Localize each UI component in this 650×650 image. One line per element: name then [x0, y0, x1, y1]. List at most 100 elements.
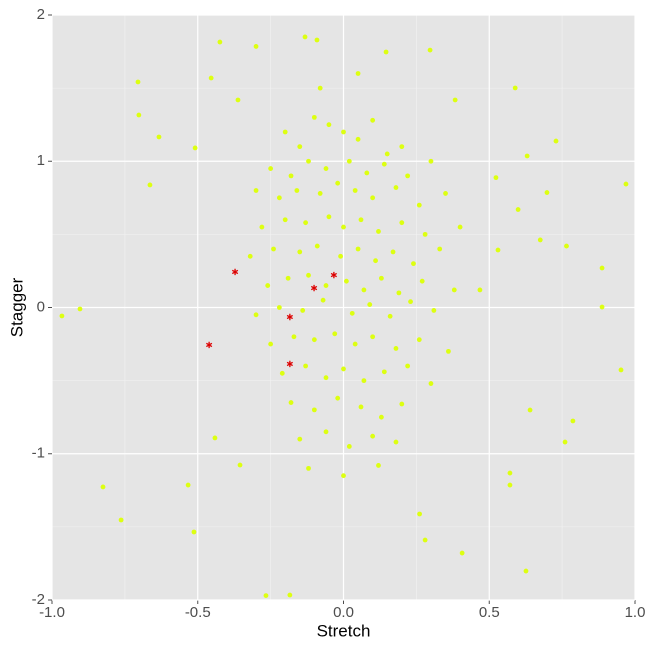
- x-tick-label: 1.0: [625, 604, 646, 621]
- point: [427, 47, 433, 53]
- point: [564, 243, 569, 249]
- point: [253, 44, 259, 49]
- point: [135, 79, 141, 85]
- point: [271, 246, 276, 252]
- y-tick-label: -2: [32, 591, 45, 608]
- point: [212, 435, 218, 441]
- point: [570, 418, 576, 424]
- point: [341, 366, 346, 372]
- point: [451, 287, 457, 293]
- point: [393, 439, 399, 445]
- star-point: [310, 284, 318, 292]
- point: [297, 249, 303, 255]
- point: [282, 217, 288, 223]
- point: [370, 195, 376, 201]
- point: [276, 195, 282, 201]
- point: [387, 313, 393, 319]
- point: [408, 299, 413, 305]
- point: [303, 363, 309, 369]
- point: [300, 308, 306, 313]
- point: [265, 283, 271, 288]
- point: [358, 404, 364, 410]
- point: [317, 85, 323, 91]
- y-tick-label: -1: [32, 445, 45, 462]
- point: [276, 305, 282, 310]
- point: [477, 287, 483, 293]
- point: [562, 439, 568, 445]
- point: [452, 97, 458, 103]
- point: [393, 346, 399, 351]
- point: [376, 229, 381, 234]
- point: [378, 414, 384, 420]
- point: [428, 381, 434, 386]
- point: [553, 138, 559, 144]
- point: [355, 71, 361, 76]
- point: [459, 550, 465, 556]
- y-tick-label: 2: [37, 6, 45, 23]
- point: [381, 369, 387, 375]
- point: [77, 306, 83, 312]
- point: [326, 214, 332, 220]
- point: [416, 202, 422, 208]
- point: [118, 517, 124, 523]
- point: [156, 134, 162, 140]
- point: [376, 463, 381, 468]
- point: [527, 407, 533, 413]
- point: [306, 272, 311, 278]
- point: [237, 462, 243, 468]
- point: [285, 275, 291, 281]
- point: [320, 297, 326, 303]
- point: [537, 237, 543, 243]
- point: [247, 253, 253, 259]
- point: [208, 75, 214, 81]
- star-point: [286, 313, 293, 321]
- point: [100, 484, 106, 490]
- point: [355, 246, 361, 252]
- point: [599, 304, 605, 310]
- point: [443, 191, 448, 196]
- point: [323, 166, 329, 171]
- x-tick-label: -0.5: [185, 604, 211, 621]
- point: [306, 465, 311, 471]
- point: [326, 122, 332, 128]
- point: [288, 400, 294, 405]
- point: [263, 593, 269, 599]
- point: [422, 231, 428, 237]
- point: [253, 312, 259, 318]
- point: [217, 39, 223, 45]
- x-tick-label: 0.0: [333, 604, 354, 621]
- point: [495, 247, 501, 253]
- point: [279, 370, 285, 376]
- point: [393, 185, 399, 190]
- point: [323, 429, 329, 435]
- point: [191, 529, 197, 535]
- point: [291, 334, 297, 340]
- point: [599, 265, 605, 271]
- x-tick-label: -1.0: [39, 604, 65, 621]
- point: [416, 337, 422, 343]
- point: [419, 278, 425, 284]
- point: [268, 341, 274, 347]
- point: [317, 191, 323, 196]
- point: [358, 217, 364, 223]
- point: [346, 444, 352, 449]
- point: [338, 253, 343, 259]
- point: [282, 129, 288, 135]
- point: [399, 401, 405, 407]
- x-tick-label: 0.5: [479, 604, 500, 621]
- point: [399, 220, 405, 226]
- point: [355, 136, 361, 142]
- point: [185, 482, 191, 488]
- point: [268, 166, 274, 171]
- star-point: [231, 268, 239, 276]
- point: [524, 153, 530, 159]
- point: [147, 182, 153, 188]
- point: [344, 278, 349, 284]
- point: [323, 283, 329, 288]
- point: [396, 290, 402, 296]
- point: [349, 310, 355, 316]
- point: [311, 114, 317, 120]
- point: [341, 473, 346, 479]
- point: [306, 158, 311, 164]
